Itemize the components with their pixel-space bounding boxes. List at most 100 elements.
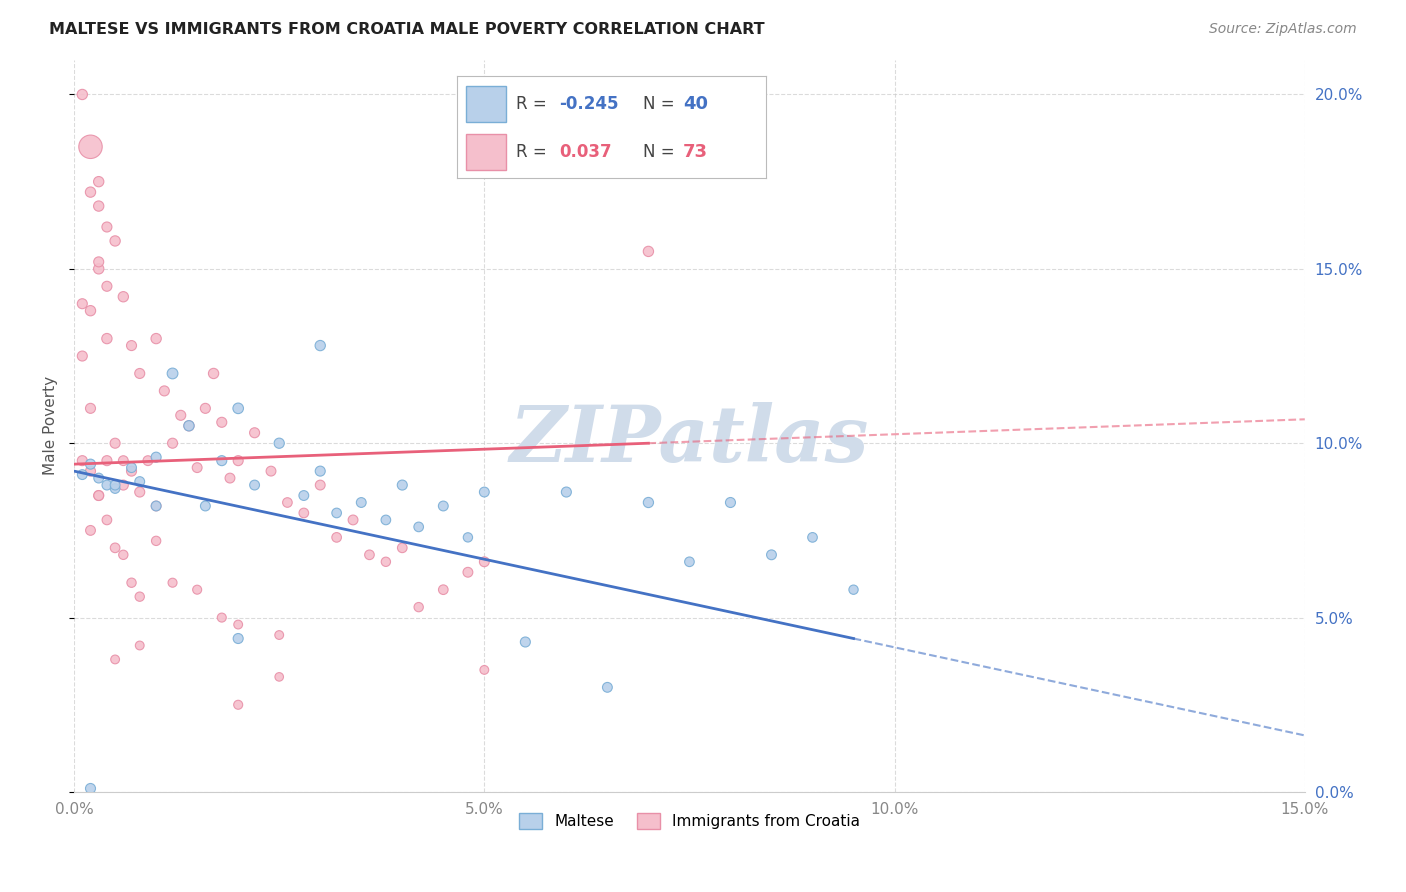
Point [87,489,110,503]
Point [269,670,291,684]
Text: R =: R = [516,95,551,113]
Point [128,639,150,653]
Point [842,582,865,597]
Point [87,199,110,213]
Point [112,290,135,304]
Point [243,425,266,440]
Point [269,628,291,642]
Point [219,471,242,485]
Point [87,175,110,189]
Text: 73: 73 [683,144,707,161]
Point [79,457,101,471]
Point [186,582,208,597]
Point [243,478,266,492]
Point [79,401,101,416]
Point [121,575,143,590]
Point [145,499,167,513]
Point [104,541,127,555]
Point [104,482,127,496]
Point [457,530,479,544]
Bar [467,87,506,122]
Point [128,475,150,489]
Point [391,541,413,555]
Point [408,600,430,615]
Point [104,234,127,248]
Point [136,453,159,467]
Point [72,296,94,310]
Point [472,150,495,164]
Point [457,566,479,580]
Point [720,495,742,509]
Point [112,478,135,492]
Point [226,698,249,712]
Point [96,219,118,234]
Text: 40: 40 [683,95,707,113]
Point [162,436,184,450]
Point [801,530,824,544]
Point [121,464,143,478]
Text: ZIPatlas: ZIPatlas [510,402,869,479]
Point [359,548,381,562]
Point [202,367,225,381]
Point [87,489,110,503]
Point [374,555,396,569]
Text: 0.037: 0.037 [560,144,612,161]
Point [211,453,233,467]
Point [104,436,127,450]
Point [145,450,167,465]
Text: MALTESE VS IMMIGRANTS FROM CROATIA MALE POVERTY CORRELATION CHART: MALTESE VS IMMIGRANTS FROM CROATIA MALE … [49,22,765,37]
Point [96,453,118,467]
Point [72,453,94,467]
Point [177,418,200,433]
Point [226,617,249,632]
Point [432,582,454,597]
Point [472,555,495,569]
Point [79,524,101,538]
Point [226,453,249,467]
Point [211,610,233,624]
Point [112,548,135,562]
Point [391,478,413,492]
Point [128,485,150,500]
Point [226,632,249,646]
Point [211,415,233,429]
Point [128,367,150,381]
Point [153,384,176,398]
Point [104,652,127,666]
Point [309,338,332,352]
Point [87,261,110,276]
Point [596,681,619,695]
Point [761,548,783,562]
Point [96,279,118,293]
Legend: Maltese, Immigrants from Croatia: Maltese, Immigrants from Croatia [513,807,866,836]
Point [350,495,373,509]
Point [96,332,118,346]
Point [472,485,495,500]
Point [121,338,143,352]
Point [432,499,454,513]
Point [121,460,143,475]
Point [162,575,184,590]
Point [226,401,249,416]
Point [515,635,537,649]
Point [325,506,347,520]
Point [170,409,193,423]
Bar [467,135,506,170]
Point [79,185,101,199]
Point [112,453,135,467]
Point [186,460,208,475]
Point [96,513,118,527]
Point [292,506,315,520]
Point [128,590,150,604]
Text: -0.245: -0.245 [560,95,619,113]
Point [72,349,94,363]
Point [96,478,118,492]
Point [79,464,101,478]
Point [72,467,94,482]
Y-axis label: Male Poverty: Male Poverty [44,376,58,475]
Point [276,495,298,509]
Text: N =: N = [643,144,679,161]
Point [269,436,291,450]
Point [104,478,127,492]
Point [162,367,184,381]
